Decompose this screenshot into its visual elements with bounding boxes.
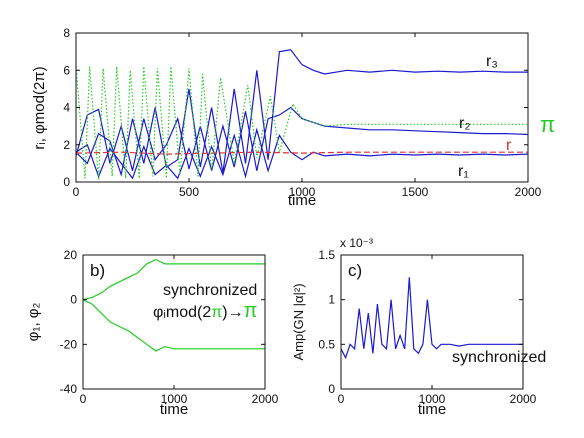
panel-a-series-3-line — [75, 127, 529, 180]
panel-b-ytick-label: -20 — [60, 337, 78, 351]
annotation-pi: π — [540, 112, 555, 137]
panel-b-ytick-label: 20 — [64, 248, 78, 262]
panel-c-xtick-label: 0 — [338, 392, 345, 406]
annotation-r2: r₂ — [459, 115, 471, 132]
panel-c-ytick-label: 1.5 — [318, 248, 335, 262]
panel-c-xtick-label: 1000 — [419, 392, 446, 406]
panel-b-ylabel: φ₁, φ₂ — [25, 302, 42, 341]
panel-c-ticks: 0 1000 2000 0 0.5 1 1.5 — [318, 248, 536, 406]
annotation-phase-arrow: )→ — [222, 304, 243, 321]
annotation-phase-pi: π — [244, 300, 258, 322]
panel-b-series-1-line — [82, 258, 265, 301]
annotation-phase-mod: φᵢmod(2π)→π — [153, 300, 257, 322]
panel-c-ytick-label: 1 — [328, 293, 335, 307]
panel-a-ytick-label: 2 — [63, 138, 70, 152]
panel-b-plot-area — [82, 258, 265, 352]
annotation-phase-pi-small: π — [211, 304, 222, 321]
panel-c-series-1-line — [340, 277, 523, 360]
panel-c-ytick-label: 0 — [328, 382, 335, 396]
panel-c: 0 1000 2000 0 0.5 1 1.5 x 10⁻³ c) time Amp(GN … — [291, 236, 546, 418]
panel-b: 0 1000 2000 -40 -20 0 20 b) time φ₁, φ₂ synchr… — [25, 248, 279, 418]
annotation-r1: r₁ — [458, 163, 469, 180]
panel-c-label: c) — [348, 261, 362, 280]
panel-a-xtick-label: 1500 — [402, 185, 429, 199]
panel-c-plot-area — [340, 277, 523, 360]
panel-a-series-4-line — [75, 151, 528, 155]
panel-a-ytick-label: 6 — [63, 63, 70, 77]
panel-b-ytick-label: -40 — [60, 382, 78, 396]
annotation-r3: r₃ — [486, 53, 498, 70]
panel-a-xtick-label: 1000 — [289, 185, 316, 199]
panel-c-ytick-label: 0.5 — [318, 337, 335, 351]
panel-a-xtick-label: 2000 — [515, 185, 542, 199]
panel-b-xlabel: time — [160, 401, 188, 418]
panel-a-ytick-label: 4 — [63, 101, 70, 115]
panel-b-xtick-label: 2000 — [252, 392, 279, 406]
panel-a-ticks: 0 500 1000 1500 2000 0 2 4 6 8 — [63, 26, 541, 199]
panel-b-ytick-label: 0 — [70, 293, 77, 307]
panel-a-series-1-line — [75, 49, 528, 177]
panel-b-ticks: 0 1000 2000 -40 -20 0 20 — [60, 248, 279, 406]
panel-a-ytick-label: 8 — [63, 26, 70, 40]
annotation-r: r — [506, 137, 512, 154]
panel-b-series-2-line — [82, 299, 265, 352]
annotation-synchronized-c: synchronized — [452, 349, 546, 366]
panel-a-xlabel: time — [288, 192, 316, 209]
panel-b-xtick-label: 1000 — [161, 392, 188, 406]
panel-c-ylabel: Amp(GN |α|²) — [291, 283, 306, 360]
panel-a-xtick-label: 500 — [179, 185, 199, 199]
annotation-synchronized-b: synchronized — [163, 282, 257, 299]
annotation-phase-mod-text: φᵢmod(2 — [153, 304, 211, 321]
panel-a-series-2-line — [75, 106, 529, 171]
panel-a-ytick-label: 0 — [63, 175, 70, 189]
panel-b-xtick-label: 0 — [80, 392, 87, 406]
panel-a-plot-area — [75, 49, 529, 181]
panel-a-ylabel: rᵢ, φmod(2π) — [31, 66, 48, 149]
panel-c-xtick-label: 2000 — [510, 392, 537, 406]
panel-b-label: b) — [90, 261, 105, 280]
panel-c-frame — [340, 254, 524, 390]
panel-c-xlabel: time — [418, 401, 446, 418]
panel-a-series-5-line — [75, 66, 528, 181]
panel-c-exponent-label: x 10⁻³ — [340, 236, 373, 250]
panel-a-xtick-label: 0 — [73, 185, 80, 199]
